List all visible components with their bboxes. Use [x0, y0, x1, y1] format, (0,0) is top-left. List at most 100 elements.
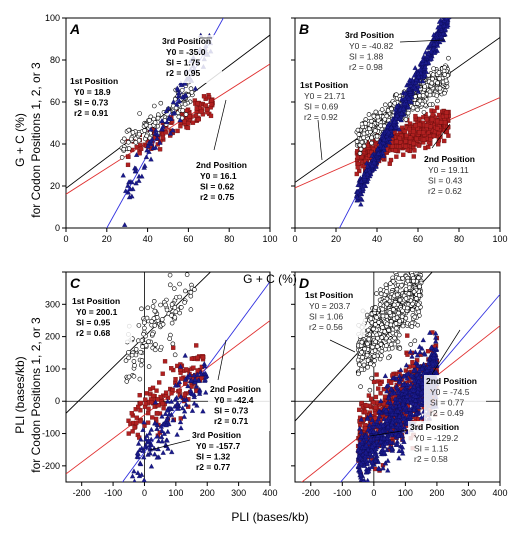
point-pos1 [411, 267, 415, 271]
annotation-line: Y0 = -129.2 [414, 433, 458, 443]
point-pos3 [168, 398, 175, 404]
point-pos1 [365, 341, 370, 347]
point-pos3 [380, 465, 386, 471]
point-pos3 [167, 405, 173, 411]
point-pos2 [185, 404, 191, 409]
point-pos1 [399, 283, 404, 288]
annotation-line: Y0 = -74.5 [430, 387, 470, 397]
point-pos1 [124, 379, 130, 384]
x-tick-label: 60 [183, 234, 193, 244]
point-pos2 [354, 171, 359, 177]
point-pos1 [443, 78, 449, 84]
point-pos1 [398, 244, 402, 248]
point-pos1 [182, 300, 187, 305]
point-pos2 [194, 343, 199, 348]
point-pos2 [154, 388, 159, 393]
point-pos1 [146, 339, 151, 344]
point-pos3 [135, 451, 141, 456]
point-pos3 [407, 406, 413, 412]
point-pos3 [146, 148, 152, 154]
point-pos1 [394, 292, 400, 298]
point-pos2 [411, 141, 416, 146]
point-pos3 [412, 86, 419, 92]
point-pos3 [442, 26, 449, 32]
y-tick-label: 80 [50, 55, 60, 65]
point-pos1 [421, 109, 427, 115]
point-pos3 [417, 349, 423, 355]
point-pos3 [165, 445, 171, 451]
point-pos1 [411, 278, 416, 284]
point-pos1 [139, 358, 145, 363]
annotation-title: 3rd Position [162, 36, 211, 46]
point-pos3 [172, 382, 179, 388]
point-pos3 [141, 419, 147, 425]
point-pos1 [373, 339, 378, 344]
point-pos3 [160, 449, 166, 455]
annotation-line: SI = 0.43 [428, 176, 463, 186]
point-pos3 [140, 427, 146, 432]
plot-area [295, 244, 500, 482]
point-pos1 [179, 305, 184, 310]
point-pos1 [158, 302, 163, 308]
point-pos3 [428, 56, 434, 61]
annotation-title: 3rd Position [345, 30, 394, 40]
point-pos1 [384, 113, 390, 119]
annotation-backdrop [408, 421, 470, 469]
point-pos3 [394, 103, 400, 109]
point-pos3 [369, 459, 375, 465]
point-pos2 [190, 120, 196, 125]
point-pos2 [186, 121, 191, 126]
point-pos1 [158, 344, 164, 350]
point-pos1 [170, 341, 176, 347]
point-pos1 [126, 146, 132, 151]
point-pos1 [415, 272, 418, 273]
annotation-line: r2 = 0.49 [430, 408, 464, 418]
point-pos3 [372, 457, 379, 463]
point-pos2 [183, 381, 188, 386]
point-pos1 [416, 275, 421, 281]
point-pos1 [160, 322, 166, 327]
point-pos2 [187, 114, 192, 119]
point-pos3 [136, 447, 143, 453]
point-pos3 [164, 398, 171, 404]
point-pos3 [148, 126, 154, 132]
x-tick-label: 0 [63, 234, 68, 244]
point-pos3 [420, 78, 426, 84]
point-pos3 [439, 18, 446, 19]
point-pos1 [410, 301, 415, 307]
point-pos2 [355, 165, 360, 170]
point-pos3 [431, 354, 437, 360]
point-pos2 [430, 112, 435, 117]
point-pos1 [400, 275, 405, 281]
point-pos3 [370, 423, 377, 429]
point-pos3 [367, 412, 374, 418]
point-pos3 [413, 79, 419, 85]
point-pos1 [409, 266, 413, 270]
point-pos1 [133, 347, 139, 352]
point-pos3 [152, 144, 159, 150]
point-pos3 [361, 478, 366, 482]
point-pos3 [143, 154, 150, 160]
point-pos1 [446, 55, 451, 61]
point-pos1 [123, 358, 129, 363]
point-pos3 [415, 378, 422, 384]
point-pos3 [426, 364, 432, 370]
point-pos3 [126, 194, 133, 200]
x-tick-label: -200 [302, 488, 320, 498]
point-pos1 [389, 345, 395, 351]
point-pos2 [154, 410, 160, 416]
point-pos1 [386, 327, 391, 333]
point-pos2 [424, 117, 429, 122]
annotation-title: 3rd Position [192, 430, 241, 440]
point-pos1 [131, 373, 137, 379]
point-pos3 [202, 376, 208, 382]
point-pos3 [440, 31, 446, 36]
point-pos2 [125, 162, 131, 168]
point-pos3 [125, 182, 131, 188]
point-pos3 [364, 460, 371, 466]
point-pos1 [412, 338, 418, 344]
point-pos3 [122, 222, 128, 227]
point-pos1 [182, 101, 188, 107]
